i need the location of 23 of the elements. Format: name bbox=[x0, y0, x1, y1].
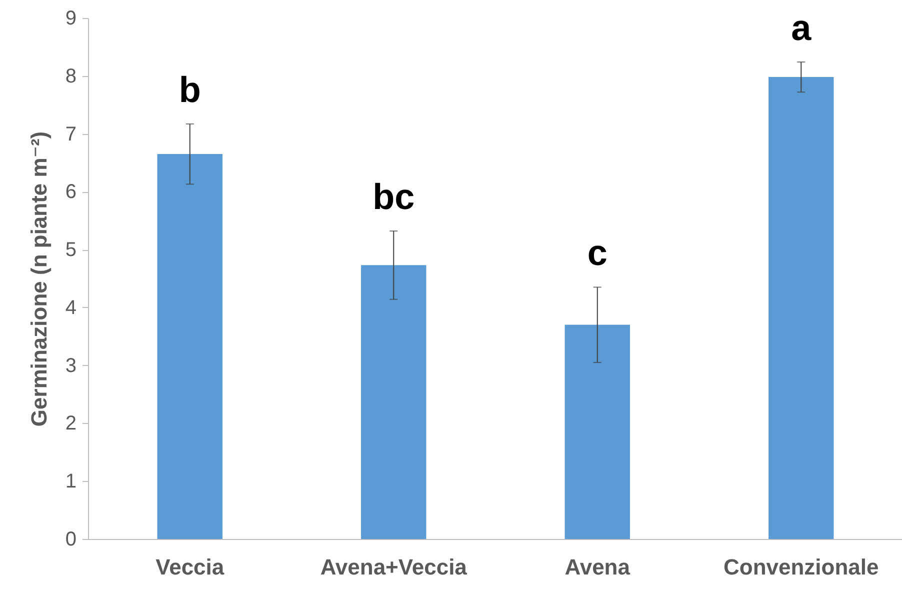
y-tick-label: 7 bbox=[65, 123, 76, 146]
y-tick-label: 2 bbox=[65, 412, 76, 435]
y-tick-label: 0 bbox=[65, 528, 76, 550]
bar bbox=[564, 324, 630, 539]
y-tick-label: 1 bbox=[65, 470, 76, 493]
x-tick-label: Avena+Veccia bbox=[320, 554, 468, 580]
y-tick-label: 8 bbox=[65, 65, 76, 88]
annotation: bc bbox=[372, 176, 415, 218]
y-axis-title: Germinazione (n piante m⁻²) bbox=[26, 131, 52, 427]
x-tick-label: Veccia bbox=[156, 554, 225, 580]
annotation: b bbox=[178, 68, 201, 110]
y-tick-label: 9 bbox=[65, 8, 76, 30]
bar bbox=[768, 77, 834, 539]
y-tick-label: 6 bbox=[65, 181, 76, 204]
x-tick-label: Avena bbox=[564, 554, 631, 580]
annotation: c bbox=[587, 232, 608, 274]
y-tick-label: 3 bbox=[65, 354, 76, 377]
bar bbox=[157, 154, 222, 539]
annotation: a bbox=[791, 6, 812, 48]
x-tick-label: Convenzionale bbox=[724, 554, 879, 580]
bar bbox=[361, 265, 426, 539]
y-tick-label: 4 bbox=[65, 296, 76, 319]
y-tick-label: 5 bbox=[65, 239, 76, 262]
